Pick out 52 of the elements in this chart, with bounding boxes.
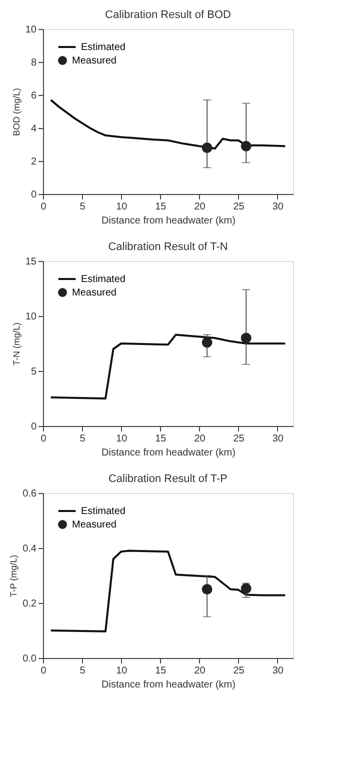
x-tick-label: 0 [40, 202, 47, 212]
x-tick-label: 10 [116, 434, 128, 444]
y-tick-label: 0 [30, 190, 37, 200]
y-tick-label: 0.6 [22, 488, 37, 500]
x-tick-label: 15 [155, 202, 167, 212]
x-tick-label: 15 [155, 666, 167, 676]
chart-title: Calibration Result of T-P [108, 473, 228, 485]
y-tick-label: 10 [25, 24, 37, 36]
x-tick-label: 30 [272, 434, 284, 444]
x-tick-label: 25 [233, 666, 245, 676]
x-tick-label: 25 [233, 434, 245, 444]
y-tick-label: 4 [30, 124, 37, 134]
chart-title: Calibration Result of BOD [105, 9, 232, 21]
x-tick-label: 30 [272, 202, 284, 212]
line-series [50, 550, 286, 632]
line-series [50, 334, 286, 400]
legend-label: Estimated [81, 506, 126, 517]
x-axis-title: Distance from headwater (km) [102, 216, 236, 226]
y-axis-title: T-P (mg/L) [8, 554, 19, 598]
x-tick-label: 15 [155, 434, 167, 444]
legend-label: Measured [72, 520, 116, 530]
y-tick-label: 15 [25, 256, 37, 268]
x-tick-label: 0 [40, 666, 47, 676]
y-tick-label: 2 [30, 156, 37, 168]
legend-label: Estimated [81, 42, 126, 53]
legend-label: Estimated [81, 274, 126, 285]
legend-label: Measured [72, 288, 116, 298]
x-tick-label: 20 [194, 202, 206, 212]
y-axis-title: BOD (mg/L) [11, 88, 22, 136]
x-axis-title: Distance from headwater (km) [102, 448, 236, 458]
x-tick-label: 10 [116, 202, 128, 212]
x-tick-label: 5 [80, 202, 86, 212]
x-tick-label: 5 [80, 666, 86, 676]
y-axis-title: T-N (mg/L) [11, 322, 22, 366]
y-tick-label: 0.2 [22, 598, 37, 610]
y-tick-label: 0.4 [22, 544, 37, 554]
legend-label: Measured [72, 56, 116, 66]
x-tick-label: 10 [116, 666, 128, 676]
x-tick-label: 30 [272, 666, 284, 676]
y-tick-label: 8 [30, 58, 37, 68]
x-tick-label: 0 [40, 434, 47, 444]
y-tick-label: 0.0 [22, 654, 37, 664]
y-tick-label: 0 [30, 422, 37, 432]
x-axis-title: Distance from headwater (km) [102, 680, 236, 690]
y-tick-label: 6 [30, 90, 37, 102]
x-tick-label: 25 [233, 202, 245, 212]
x-tick-label: 5 [80, 434, 86, 444]
chart-title: Calibration Result of T-N [108, 241, 228, 253]
y-tick-label: 10 [25, 312, 37, 322]
x-tick-label: 20 [194, 434, 206, 444]
x-tick-label: 20 [194, 666, 206, 676]
y-tick-label: 5 [30, 366, 37, 378]
